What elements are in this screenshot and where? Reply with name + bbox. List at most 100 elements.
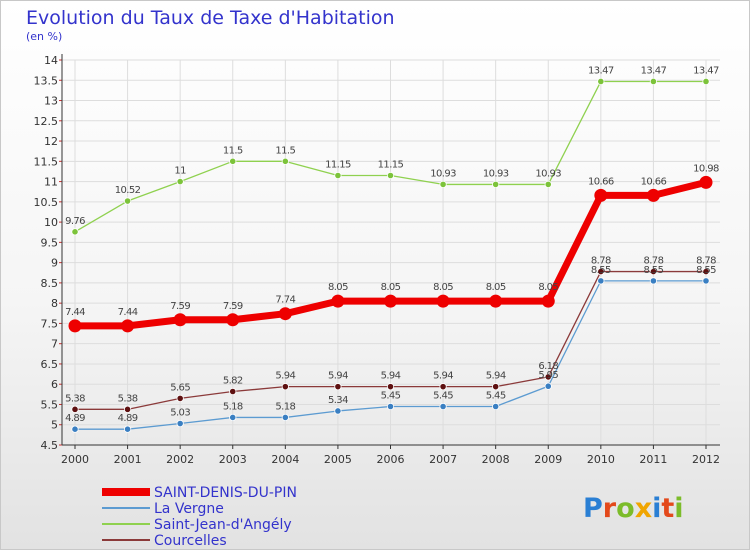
x-tick-label: 2007 xyxy=(429,453,457,466)
data-point xyxy=(436,294,450,308)
data-point xyxy=(492,383,500,391)
data-label: 5.18 xyxy=(275,401,295,412)
data-label: 8.55 xyxy=(591,265,611,276)
y-tick-label: 11.5 xyxy=(34,155,59,168)
data-label-layer: 9.76 10.52 11 11.5 11.5 11.15 11.15 10.93 10.93 1… xyxy=(65,65,720,424)
x-tick-label: 2011 xyxy=(639,453,667,466)
data-label: 4.89 xyxy=(65,413,85,424)
data-point xyxy=(229,157,237,165)
data-label: 10.93 xyxy=(535,168,561,179)
legend-label: Saint-Jean-d'Angély xyxy=(154,517,292,533)
data-point xyxy=(386,383,395,391)
legend-label: SAINT-DENIS-DU-PIN xyxy=(154,485,297,501)
y-tick-label: 7.5 xyxy=(41,317,59,330)
data-point xyxy=(439,180,447,189)
data-label: 11.5 xyxy=(223,145,243,156)
data-label: 4.89 xyxy=(118,413,138,424)
data-point xyxy=(71,228,79,236)
data-point xyxy=(121,319,135,333)
data-label: 8.05 xyxy=(381,282,401,293)
data-label: 5.94 xyxy=(275,371,295,382)
axis-layer: 4.5 5 5.5 6 6.5 7 7.5 8 8.5 9 9.5 10 10.5 11 11.5 12 12.… xyxy=(34,54,720,466)
series-saint-denis-du-pin xyxy=(68,175,713,333)
data-label: 7.44 xyxy=(118,307,138,318)
data-label: 13.47 xyxy=(588,65,614,76)
x-tick-label: 2009 xyxy=(534,453,562,466)
data-point xyxy=(597,267,605,276)
data-point xyxy=(439,402,447,411)
data-point xyxy=(492,402,500,411)
y-tick-label: 12.5 xyxy=(34,115,59,128)
data-point xyxy=(123,405,132,413)
data-label: 5.38 xyxy=(118,393,138,404)
data-label: 7.74 xyxy=(275,295,295,306)
data-point xyxy=(541,294,555,308)
data-point xyxy=(439,383,447,391)
data-point xyxy=(702,267,710,276)
data-label: 5.45 xyxy=(486,391,506,402)
data-label: 11.5 xyxy=(275,145,295,156)
logo-letter: i xyxy=(674,493,683,524)
data-point xyxy=(489,294,503,308)
data-point xyxy=(123,425,132,433)
data-label: 5.34 xyxy=(328,395,348,406)
data-point xyxy=(702,277,710,285)
data-point xyxy=(229,387,237,396)
y-tick-label: 12 xyxy=(44,135,58,148)
y-tick-label: 6 xyxy=(51,378,58,391)
logo-letter: x xyxy=(635,493,652,524)
grid-layer xyxy=(62,59,720,446)
x-tick-label: 2001 xyxy=(114,453,142,466)
data-point xyxy=(71,425,79,433)
y-tick-label: 11 xyxy=(44,176,58,189)
logo-letter: i xyxy=(652,493,661,524)
data-label: 8.78 xyxy=(696,256,716,267)
data-point xyxy=(281,413,289,422)
data-point xyxy=(281,383,289,391)
x-tick-label: 2005 xyxy=(324,453,352,466)
data-point xyxy=(544,180,552,189)
data-point xyxy=(544,382,552,390)
data-point xyxy=(544,373,552,381)
y-tick-label: 13 xyxy=(44,95,58,108)
data-label: 10.98 xyxy=(693,163,719,174)
data-label: 10.66 xyxy=(588,176,614,187)
data-label: 8.05 xyxy=(538,282,558,293)
data-label: 8.55 xyxy=(696,265,716,276)
x-tick-label: 2010 xyxy=(587,453,615,466)
data-label: 13.47 xyxy=(641,65,667,76)
data-label: 7.44 xyxy=(65,307,85,318)
data-point xyxy=(278,307,292,321)
data-point xyxy=(176,419,184,428)
data-label: 5.94 xyxy=(433,371,453,382)
data-point xyxy=(646,188,660,202)
y-tick-label: 10 xyxy=(44,216,58,229)
data-label: 11 xyxy=(174,166,186,177)
data-label: 10.52 xyxy=(115,185,141,196)
data-label: 5.94 xyxy=(486,371,506,382)
y-tick-label: 6.5 xyxy=(41,358,59,371)
data-point xyxy=(281,157,289,165)
y-tick-label: 9 xyxy=(51,257,58,270)
x-tick-label: 2000 xyxy=(61,453,89,466)
data-label: 13.47 xyxy=(693,65,719,76)
data-point xyxy=(334,171,342,180)
data-label: 8.05 xyxy=(486,282,506,293)
data-point xyxy=(386,402,395,411)
series-saint-jean-d-angely xyxy=(71,77,710,236)
legend-label: La Vergne xyxy=(154,501,224,517)
data-point xyxy=(594,188,608,202)
data-point xyxy=(492,180,500,189)
data-label: 5.94 xyxy=(381,371,401,382)
x-tick-label: 2003 xyxy=(219,453,247,466)
series-la-vergne xyxy=(71,277,710,433)
series-layer xyxy=(68,77,713,433)
data-point xyxy=(68,319,82,333)
data-label: 7.59 xyxy=(223,301,243,312)
logo-letter: o xyxy=(616,493,635,524)
data-label: 6.18 xyxy=(538,361,558,372)
